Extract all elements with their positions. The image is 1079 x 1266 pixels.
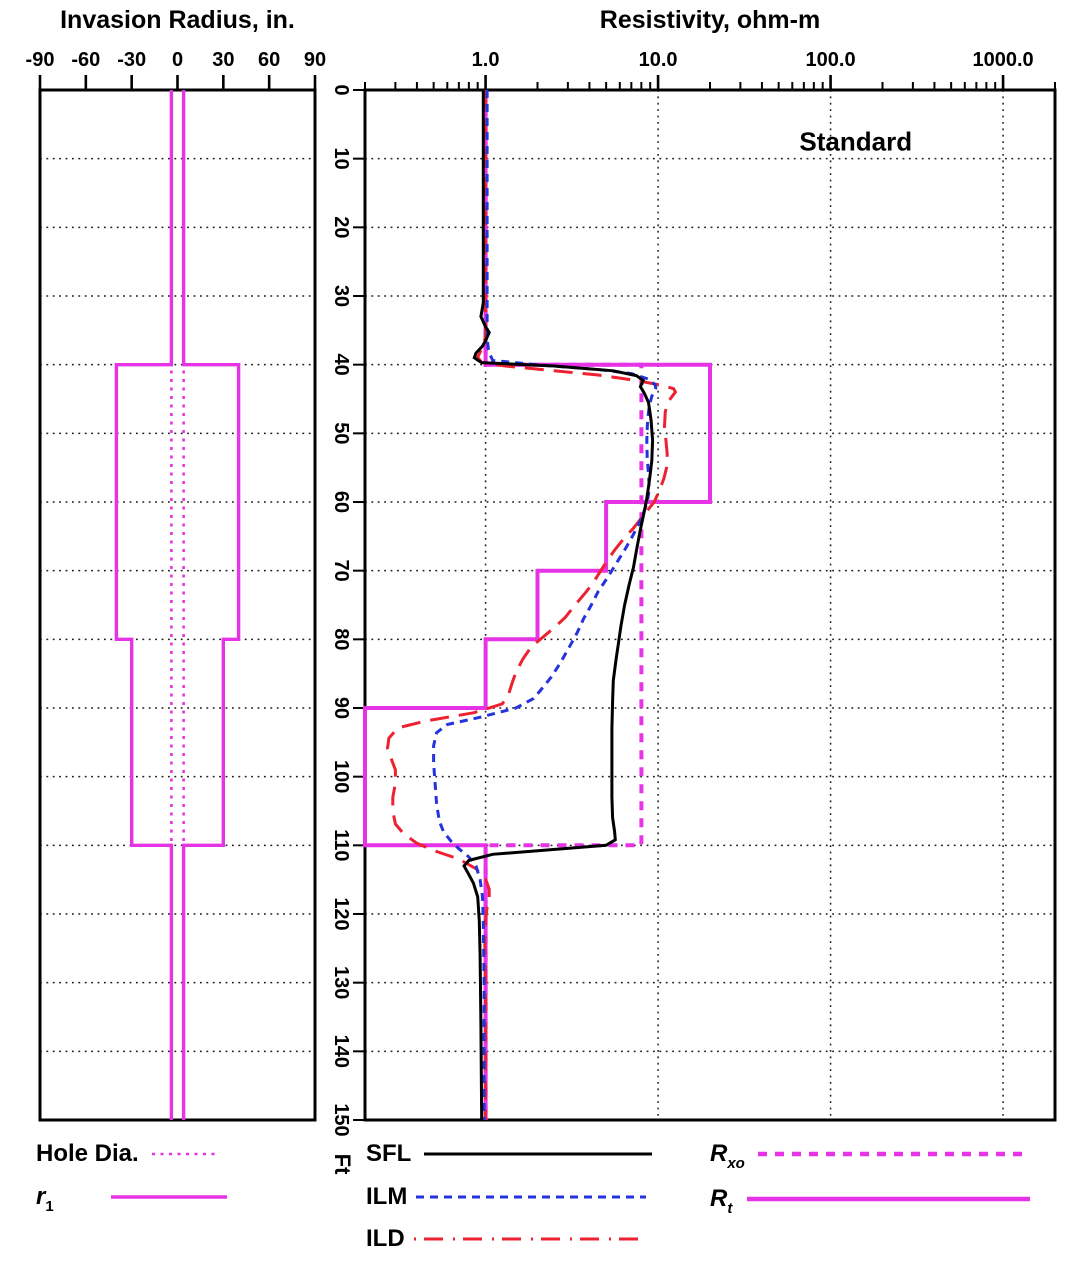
svg-text:60: 60 (258, 49, 280, 71)
ilm-line-swatch (416, 1195, 647, 1199)
legend-item-sfl: SFL (366, 1140, 653, 1168)
legend-item-hole-dia: Hole Dia. (36, 1140, 221, 1168)
rt-line-swatch (747, 1196, 1031, 1202)
resistivity-plot-svg: 1.0 10.0 100.0 1000.0 0 10 20 30 40 50 60 70 80 90 100… (330, 49, 1057, 1175)
invasion-chart-title: Invasion Radius, in. (60, 6, 295, 34)
svg-text:140: 140 (330, 1035, 352, 1068)
svg-text:90: 90 (304, 49, 326, 71)
svg-text:100.0: 100.0 (806, 49, 856, 71)
legend-label-hole-dia: Hole Dia. (36, 1140, 139, 1167)
series-Rxo (483, 90, 644, 1120)
series-SFL (462, 90, 655, 1121)
svg-text:150: 150 (330, 1103, 352, 1136)
svg-text:1000.0: 1000.0 (972, 49, 1033, 71)
legend-item-rxo: Rxo (710, 1140, 1024, 1172)
svg-text:130: 130 (330, 966, 352, 999)
legend-item-r1: r1 (36, 1183, 228, 1215)
series-Rt (363, 90, 712, 1120)
svg-text:30: 30 (330, 285, 352, 307)
legend-label-r1: r1 (36, 1183, 54, 1215)
svg-text:-30: -30 (117, 49, 146, 71)
legend-label-ild: ILD (366, 1225, 405, 1252)
legend-item-rt: Rt (710, 1185, 1031, 1217)
rxo-line-swatch (757, 1151, 1023, 1157)
r1-line-swatch (110, 1195, 227, 1199)
svg-text:20: 20 (330, 216, 352, 238)
svg-text:50: 50 (330, 422, 352, 444)
resistivity-chart-title: Resistivity, ohm-m (599, 6, 821, 34)
sfl-line-swatch (424, 1152, 653, 1156)
legend-label-sfl: SFL (366, 1140, 412, 1167)
svg-text:Ft: Ft (330, 1154, 355, 1175)
svg-text:0: 0 (330, 84, 352, 95)
series-r1 (114, 90, 174, 1120)
ild-line-swatch (413, 1237, 647, 1241)
series-ILD (385, 90, 678, 1120)
svg-text:100: 100 (330, 760, 352, 793)
svg-text:-90: -90 (26, 49, 55, 71)
invasion-plot-svg: -90 -60 -30 0 30 60 90 (26, 49, 326, 1122)
svg-text:-60: -60 (71, 49, 100, 71)
hole-dia-line-swatch (151, 1152, 220, 1156)
legend-label-rxo: Rxo (710, 1140, 745, 1172)
invasion-radius-chart: -90 -60 -30 0 30 60 90 (26, 49, 326, 1122)
svg-text:10.0: 10.0 (639, 49, 678, 71)
svg-text:0: 0 (172, 49, 183, 71)
svg-text:110: 110 (330, 829, 352, 861)
resistivity-chart: 1.0 10.0 100.0 1000.0 0 10 20 30 40 50 60 70 80 90 100… (330, 49, 1057, 1175)
svg-text:120: 120 (330, 897, 352, 930)
legend-label-rt: Rt (710, 1185, 733, 1217)
svg-text:70: 70 (330, 560, 352, 582)
svg-text:80: 80 (330, 628, 352, 650)
standard-annotation: Standard (799, 127, 912, 157)
series-ILM (432, 90, 658, 1120)
series-r1 (181, 90, 241, 1120)
legend-label-ilm: ILM (366, 1183, 408, 1210)
legend-item-ilm: ILM (366, 1183, 647, 1211)
svg-text:10: 10 (330, 148, 352, 170)
svg-text:30: 30 (212, 49, 234, 71)
svg-text:90: 90 (330, 697, 352, 719)
svg-text:40: 40 (330, 354, 352, 376)
svg-text:60: 60 (330, 491, 352, 513)
legend-item-ild: ILD (366, 1225, 648, 1253)
svg-text:1.0: 1.0 (472, 49, 500, 71)
